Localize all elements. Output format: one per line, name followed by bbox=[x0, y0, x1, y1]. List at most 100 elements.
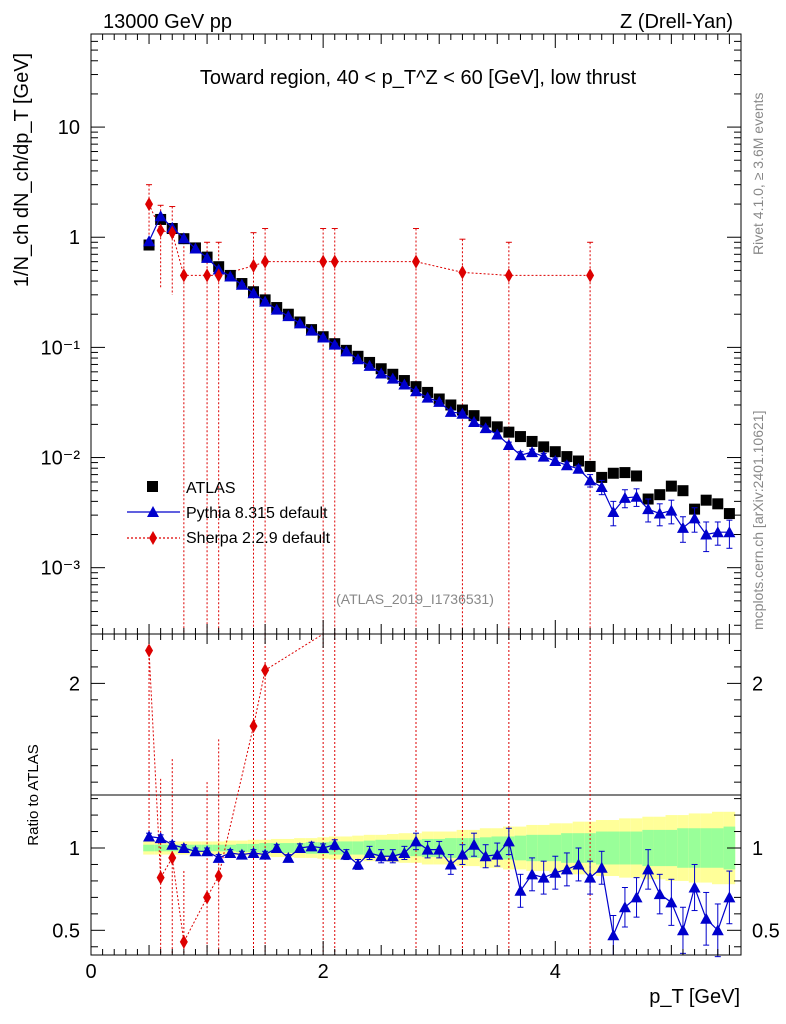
pythia-ratio-point bbox=[595, 861, 608, 873]
pythia-point bbox=[189, 242, 202, 254]
sherpa-point bbox=[261, 254, 270, 269]
sherpa-ratio-point bbox=[249, 719, 258, 734]
pythia-ratio-point bbox=[630, 891, 643, 903]
ratio-band-inner bbox=[445, 838, 457, 858]
atlas-point bbox=[549, 446, 561, 458]
sherpa-ratio-point bbox=[261, 663, 270, 678]
ratio-band-inner bbox=[352, 841, 364, 855]
pythia-point bbox=[293, 317, 306, 329]
pythia-ratio-point bbox=[305, 840, 318, 852]
legend: ATLAS Pythia 8.315 default Sherpa 2.2.9 … bbox=[127, 480, 331, 547]
pythia-point bbox=[665, 504, 678, 516]
ratio-band-inner bbox=[537, 834, 550, 862]
pythia-ratio-point bbox=[270, 842, 283, 853]
pythia-ratio-point bbox=[224, 846, 237, 858]
pythia-ratio-point bbox=[642, 863, 655, 875]
ratio-band-inner bbox=[630, 831, 643, 865]
sherpa-ratio-point bbox=[145, 643, 154, 658]
pythia-point bbox=[201, 251, 214, 263]
main-y-tick-label: 10⁻¹ bbox=[41, 337, 81, 359]
main-y-tick-label: 10⁻³ bbox=[41, 558, 81, 580]
atlas-point bbox=[480, 416, 492, 428]
atlas-point bbox=[514, 431, 526, 443]
ratio-y-tick-label-left: 1 bbox=[69, 838, 80, 860]
atlas-point bbox=[665, 480, 677, 492]
ratio-band-inner bbox=[386, 839, 399, 857]
pythia-ratio-point bbox=[293, 842, 306, 853]
ratio-band-inner bbox=[282, 843, 295, 853]
pythia-point bbox=[154, 210, 167, 222]
ratio-band-inner bbox=[595, 831, 608, 865]
pythia-point bbox=[723, 526, 736, 538]
pythia-point bbox=[688, 512, 701, 524]
pythia-ratio-point bbox=[444, 858, 457, 870]
atlas-point bbox=[677, 485, 689, 497]
pythia-ratio-point bbox=[328, 838, 341, 850]
pythia-ratio-point bbox=[259, 848, 272, 860]
pythia-line bbox=[148, 215, 730, 536]
ratio-band-inner bbox=[236, 843, 248, 853]
ratio-band-inner bbox=[642, 829, 654, 867]
pythia-point bbox=[711, 526, 724, 538]
atlas-point bbox=[700, 494, 712, 506]
pythia-ratio-point bbox=[653, 888, 666, 900]
ratio-band-inner bbox=[677, 828, 689, 868]
pythia-ratio-point bbox=[398, 846, 411, 858]
atlas-point bbox=[619, 467, 631, 479]
legend-sherpa-marker bbox=[149, 531, 157, 545]
pythia-point bbox=[502, 438, 515, 450]
atlas-point bbox=[445, 399, 457, 411]
pythia-ratio-point bbox=[201, 845, 214, 857]
header-right: Z (Drell-Yan) bbox=[620, 11, 733, 33]
pythia-ratio-point bbox=[421, 843, 434, 855]
pythia-ratio-point bbox=[549, 866, 562, 878]
pythia-ratio-point bbox=[456, 848, 469, 860]
pythia-point bbox=[247, 287, 260, 299]
pythia-point bbox=[584, 474, 597, 486]
pythia-ratio-point bbox=[618, 901, 631, 913]
pythia-ratio-point bbox=[247, 846, 260, 858]
pythia-point bbox=[433, 395, 446, 407]
pythia-ratio-point bbox=[410, 835, 422, 847]
pythia-ratio-point bbox=[560, 863, 573, 875]
pythia-point bbox=[514, 449, 527, 461]
analysis-id-label: (ATLAS_2019_I1736531) bbox=[336, 591, 494, 607]
sherpa-ratio-point bbox=[168, 850, 177, 865]
pythia-point bbox=[317, 331, 330, 343]
pythia-point bbox=[363, 359, 376, 371]
ratio-y-tick-label-left: 2 bbox=[69, 673, 80, 695]
pythia-point bbox=[351, 353, 364, 365]
pythia-ratio-point bbox=[143, 830, 156, 842]
pythia-point bbox=[607, 506, 620, 518]
pythia-point bbox=[618, 491, 631, 503]
sherpa-point bbox=[168, 225, 177, 240]
sherpa-point bbox=[249, 258, 258, 273]
ratio-band-inner bbox=[700, 828, 712, 868]
ratio-y-tick-label-left: 0.5 bbox=[52, 920, 80, 942]
sherpa-point bbox=[203, 268, 212, 283]
ratio-band-inner bbox=[619, 831, 631, 865]
sherpa-point bbox=[586, 268, 595, 283]
pythia-ratio-point bbox=[688, 881, 701, 893]
pythia-ratio-point bbox=[433, 843, 446, 855]
pythia-ratio-point bbox=[572, 858, 585, 870]
pythia-ratio-point bbox=[526, 868, 539, 880]
main-y-tick-label: 10 bbox=[58, 117, 80, 139]
pythia-point bbox=[259, 295, 272, 307]
pythia-ratio-point bbox=[317, 842, 330, 853]
pythia-point bbox=[224, 270, 237, 282]
pythia-ratio-point bbox=[235, 848, 248, 860]
atlas-point bbox=[561, 451, 573, 463]
sherpa-ratio-point bbox=[214, 868, 223, 883]
atlas-point bbox=[526, 435, 538, 447]
pythia-point bbox=[340, 345, 353, 357]
pythia-point bbox=[177, 232, 190, 244]
ratio-panel-axes: 0 2 4 0.5 0.5 1 1 2 2 bbox=[52, 634, 780, 983]
pythia-ratio-point bbox=[363, 846, 376, 858]
pythia-point bbox=[572, 462, 585, 474]
legend-pythia-label: Pythia 8.315 default bbox=[186, 505, 328, 522]
pythia-point bbox=[468, 416, 481, 428]
sherpa-line bbox=[148, 203, 591, 276]
sherpa-point bbox=[458, 265, 467, 280]
